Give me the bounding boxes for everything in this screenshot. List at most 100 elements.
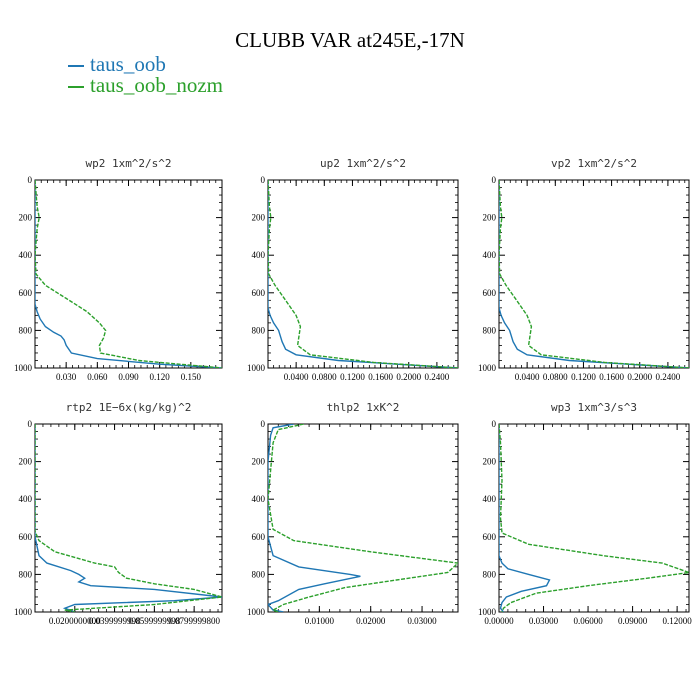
- x-tick-label-0-4: 0.150: [181, 372, 202, 382]
- x-tick-label-2-5: 0.2400: [656, 372, 681, 382]
- panel-frame-1: [267, 179, 459, 369]
- y-tick-label-3-0: 0: [28, 419, 33, 429]
- panel-title-1: up2 1xm^2/s^2: [320, 157, 406, 170]
- x-tick-label-2-0: 0.0400: [515, 372, 540, 382]
- panel-2: vp2 1xm^2/s^2 0 200 400 600 800 1000 0.0400 0.08…: [478, 157, 690, 382]
- panel-title-2: vp2 1xm^2/s^2: [551, 157, 637, 170]
- y-tick-label-2-3: 600: [483, 288, 497, 298]
- panel-frame-3: [34, 423, 223, 613]
- y-tick-label-1-1: 200: [252, 213, 266, 223]
- x-tick-label-2-3: 0.1600: [599, 372, 624, 382]
- series-line-0-0: [35, 180, 222, 368]
- x-tick-label-3-3: 0.0799999800: [168, 616, 220, 626]
- panel-frame-5: [498, 423, 690, 613]
- y-tick-label-2-2: 400: [483, 250, 497, 260]
- y-tick-label-1-3: 600: [252, 288, 266, 298]
- y-tick-label-5-4: 800: [483, 569, 497, 579]
- x-tick-label-1-3: 0.1600: [368, 372, 393, 382]
- x-tick-label-2-2: 0.1200: [571, 372, 596, 382]
- y-tick-label-5-5: 1000: [478, 607, 497, 617]
- x-tick-label-0-3: 0.120: [150, 372, 171, 382]
- x-tick-label-5-2: 0.06000: [573, 616, 603, 626]
- x-tick-label-5-3: 0.09000: [618, 616, 648, 626]
- panel-3: rtp2 1E−6x(kg/kg)^2 0 200 400 600 800 1000 0.02…: [14, 401, 223, 626]
- x-tick-label-4-2: 0.03000: [407, 616, 437, 626]
- y-tick-label-2-0: 0: [492, 175, 497, 185]
- panel-4: thlp2 1xK^2 0 200 400 600 800 1000 0.01000 0.020…: [247, 401, 459, 626]
- y-tick-label-4-3: 600: [252, 532, 266, 542]
- series-line-5-0: [499, 424, 551, 612]
- x-tick-label-2-1: 0.0800: [543, 372, 568, 382]
- panel-title-4: thlp2 1xK^2: [327, 401, 400, 414]
- x-tick-label-5-0: 0.00000: [484, 616, 514, 626]
- series-line-2-0: [499, 180, 689, 368]
- series-line-4-1: [268, 424, 458, 612]
- legend-swatch-1: [68, 86, 84, 89]
- x-tick-label-5-1: 0.03000: [529, 616, 559, 626]
- y-tick-label-3-1: 200: [19, 457, 33, 467]
- x-tick-label-1-5: 0.2400: [425, 372, 450, 382]
- legend-item-0: taus_oob: [68, 52, 166, 77]
- series-line-1-1: [268, 180, 458, 368]
- y-tick-label-0-3: 600: [19, 288, 33, 298]
- y-tick-label-1-4: 800: [252, 325, 266, 335]
- x-tick-label-1-0: 0.0400: [284, 372, 309, 382]
- y-tick-label-1-0: 0: [261, 175, 266, 185]
- series-line-3-0: [35, 424, 222, 612]
- x-tick-label-1-4: 0.2000: [396, 372, 421, 382]
- x-tick-label-3-1: 0.0399999998: [89, 616, 141, 626]
- x-tick-label-0-0: 0.030: [56, 372, 77, 382]
- series-line-3-1: [35, 424, 222, 612]
- y-tick-label-3-4: 800: [19, 569, 33, 579]
- series-line-5-1: [499, 424, 689, 612]
- y-tick-label-5-1: 200: [483, 457, 497, 467]
- panel-title-5: wp3 1xm^3/s^3: [551, 401, 637, 414]
- legend-swatch-0: [68, 65, 84, 68]
- x-tick-label-0-1: 0.060: [87, 372, 108, 382]
- y-tick-label-2-5: 1000: [478, 363, 497, 373]
- panel-1: up2 1xm^2/s^2 0 200 400 600 800 1000 0.0400 0.08…: [247, 157, 459, 382]
- panel-title-3: rtp2 1E−6x(kg/kg)^2: [66, 401, 192, 414]
- panel-frame-0: [34, 179, 223, 369]
- legend-item-1: taus_oob_nozm: [68, 73, 223, 98]
- panel-0: wp2 1xm^2/s^2 0 200 400 600 800 1000 0.030 0.060…: [14, 157, 223, 382]
- y-tick-label-4-4: 800: [252, 569, 266, 579]
- y-tick-label-5-3: 600: [483, 532, 497, 542]
- y-tick-label-0-0: 0: [28, 175, 33, 185]
- figure-title: CLUBB VAR at245E,-17N: [235, 28, 465, 52]
- y-tick-label-3-2: 400: [19, 494, 33, 504]
- x-tick-label-1-1: 0.0800: [312, 372, 337, 382]
- series-line-1-0: [268, 180, 458, 368]
- legend-label-1: taus_oob_nozm: [90, 73, 223, 97]
- x-tick-label-1-2: 0.1200: [340, 372, 365, 382]
- y-tick-label-4-0: 0: [261, 419, 266, 429]
- x-tick-label-3-2: 0.0599999998: [128, 616, 180, 626]
- panel-frame-4: [267, 423, 459, 613]
- y-tick-label-1-2: 400: [252, 250, 266, 260]
- panel-title-0: wp2 1xm^2/s^2: [85, 157, 171, 170]
- y-tick-label-3-5: 1000: [14, 607, 33, 617]
- y-tick-label-1-5: 1000: [247, 363, 266, 373]
- x-tick-label-2-4: 0.2000: [627, 372, 652, 382]
- x-tick-label-0-2: 0.090: [118, 372, 139, 382]
- legend-label-0: taus_oob: [90, 52, 166, 76]
- y-tick-label-5-0: 0: [492, 419, 497, 429]
- y-tick-label-0-1: 200: [19, 213, 33, 223]
- panel-frame-2: [498, 179, 690, 369]
- y-tick-label-2-4: 800: [483, 325, 497, 335]
- x-tick-label-3-0: 0.0200000000: [49, 616, 101, 626]
- y-tick-label-5-2: 400: [483, 494, 497, 504]
- y-tick-label-4-1: 200: [252, 457, 266, 467]
- x-tick-label-5-4: 0.12000: [663, 616, 693, 626]
- y-tick-label-4-5: 1000: [247, 607, 266, 617]
- series-line-4-0: [268, 424, 361, 612]
- y-tick-label-2-1: 200: [483, 213, 497, 223]
- series-line-2-1: [499, 180, 689, 368]
- y-tick-label-0-5: 1000: [14, 363, 33, 373]
- y-tick-label-0-2: 400: [19, 250, 33, 260]
- x-tick-label-4-0: 0.01000: [305, 616, 335, 626]
- x-tick-label-4-1: 0.02000: [356, 616, 386, 626]
- y-tick-label-0-4: 800: [19, 325, 33, 335]
